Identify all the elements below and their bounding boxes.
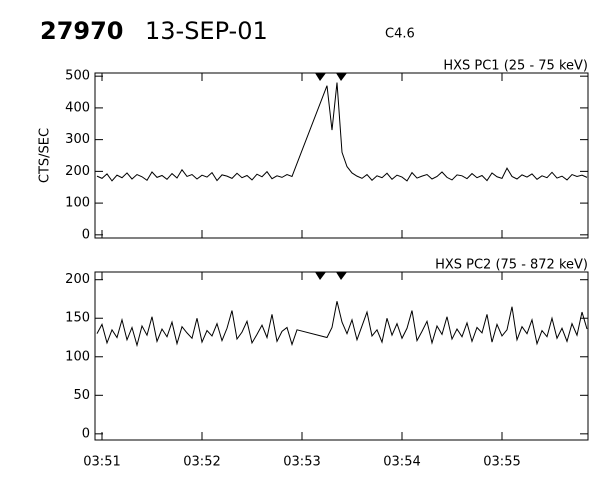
y-tick-label: 500 <box>65 69 90 84</box>
panel-label: HXS PC2 (75 - 872 keV) <box>435 258 588 273</box>
marker <box>336 272 347 280</box>
panel-label: HXS PC1 (25 - 75 keV) <box>443 59 588 74</box>
marker <box>315 73 326 81</box>
y-tick-label: 0 <box>82 227 90 242</box>
y-tick-label: 200 <box>65 164 90 179</box>
x-tick-label: 03:53 <box>283 455 320 470</box>
event-date: 13-SEP-01 <box>145 17 268 45</box>
y-axis-label: CTS/SEC <box>38 128 53 183</box>
y-tick-label: 100 <box>65 196 90 211</box>
y-tick-label: 50 <box>73 388 90 403</box>
marker <box>315 272 326 280</box>
y-tick-label: 150 <box>65 311 90 326</box>
x-tick-label: 03:54 <box>383 455 420 470</box>
data-line <box>96 301 588 348</box>
y-tick-label: 400 <box>65 100 90 115</box>
y-tick-label: 200 <box>65 272 90 287</box>
y-tick-label: 0 <box>82 426 90 441</box>
event-id: 27970 <box>40 17 124 45</box>
data-line <box>96 82 588 182</box>
y-tick-label: 300 <box>65 132 90 147</box>
x-tick-label: 03:52 <box>183 455 220 470</box>
flare-class: C4.6 <box>385 27 415 42</box>
plot-frame <box>94 271 589 441</box>
marker <box>336 73 347 81</box>
x-tick-label: 03:51 <box>83 455 120 470</box>
x-tick-label: 03:55 <box>483 455 520 470</box>
plot-frame <box>94 72 589 239</box>
y-tick-label: 100 <box>65 349 90 364</box>
